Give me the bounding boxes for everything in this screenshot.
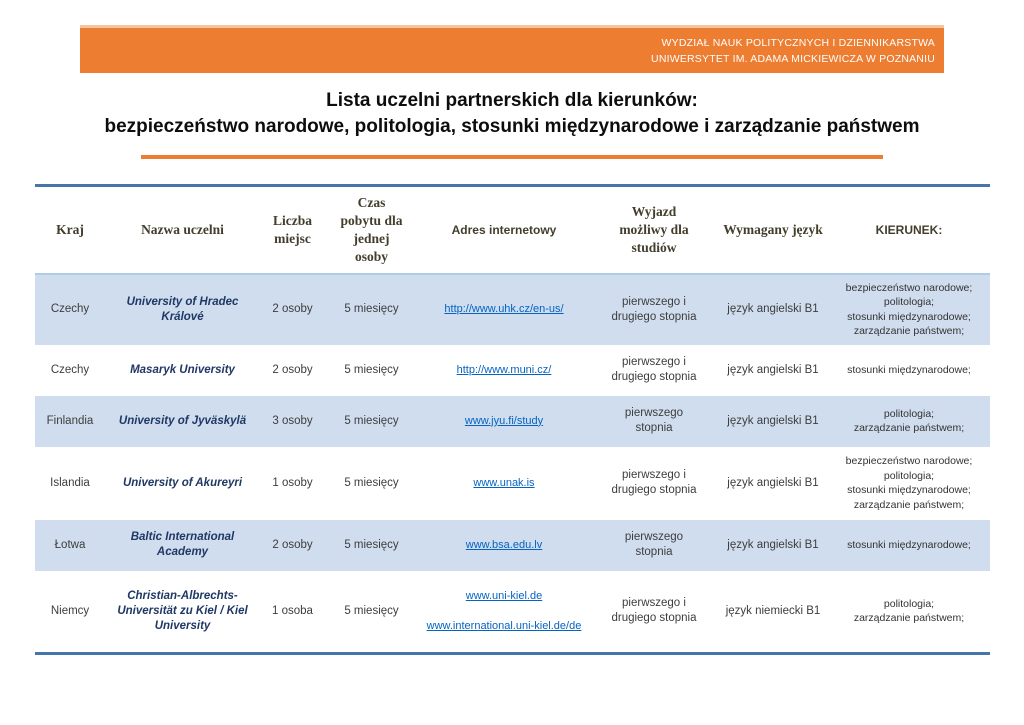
- cell-czas-pobytu: 5 miesięcy: [344, 363, 399, 376]
- partner-universities-table: Kraj Nazwa uczelni Liczba miejsc Czas po…: [35, 184, 990, 655]
- cell-jezyk: język angielski B1: [727, 476, 819, 489]
- cell-jezyk: język niemiecki B1: [725, 604, 821, 617]
- cell-wyjazd: pierwszego i drugiego stopnia: [611, 469, 697, 496]
- col-header-wymagany-jezyk: Wymagany język: [718, 185, 828, 275]
- col-header-kraj: Kraj: [35, 185, 105, 275]
- cell-jezyk: język angielski B1: [727, 414, 819, 427]
- table-row: Czechy Masaryk University 2 osoby 5 mies…: [35, 345, 990, 396]
- table-row: Finlandia University of Jyväskylä 3 osob…: [35, 395, 990, 447]
- cell-kraj: Islandia: [50, 476, 90, 489]
- cell-jezyk: język angielski B1: [727, 363, 819, 376]
- cell-liczba-miejsc: 3 osoby: [272, 414, 313, 427]
- cell-wyjazd: pierwszego i drugiego stopnia: [611, 295, 697, 323]
- university-link[interactable]: www.uni-kiel.de: [465, 589, 543, 602]
- cell-adres: www.jyu.fi/study: [418, 396, 590, 447]
- page-title: Lista uczelni partnerskich dla kierunków…: [0, 88, 1024, 140]
- cell-liczba-miejsc: 1 osoba: [272, 604, 313, 617]
- page-title-line1: Lista uczelni partnerskich dla kierunków…: [326, 90, 698, 111]
- cell-liczba-miejsc: 2 osoby: [272, 303, 313, 315]
- banner-line-university: UNIWERSYTET IM. ADAMA MICKIEWICZA W POZN…: [651, 53, 935, 65]
- university-link[interactable]: www.bsa.edu.lv: [465, 538, 543, 551]
- university-link[interactable]: www.unak.is: [473, 476, 535, 489]
- university-link[interactable]: http://www.muni.cz/: [456, 363, 552, 376]
- table-row: Czechy University of Hradec Králové 2 os…: [35, 273, 990, 345]
- col-header-czas-pobytu: Czas pobytu dla jednej osoby: [325, 185, 418, 275]
- cell-kierunek: politologia; zarządzanie państwem;: [853, 597, 965, 625]
- faculty-banner: WYDZIAŁ NAUK POLITYCZNYCH I DZIENNIKARST…: [80, 25, 944, 73]
- cell-kraj: Finlandia: [46, 414, 94, 427]
- cell-adres: www.uni-kiel.de www.international.uni-ki…: [418, 571, 590, 654]
- table-row: Islandia University of Akureyri 1 osoby …: [35, 447, 990, 520]
- cell-wyjazd: pierwszego stopnia: [624, 531, 684, 558]
- cell-uczelnia: University of Akureyri: [122, 476, 243, 489]
- cell-adres: www.bsa.edu.lv: [418, 520, 590, 571]
- col-header-adres-internetowy: Adres internetowy: [418, 185, 590, 275]
- cell-czas-pobytu: 5 miesięcy: [344, 538, 399, 551]
- cell-kraj: Czechy: [50, 363, 90, 376]
- cell-adres: http://www.muni.cz/: [418, 345, 590, 396]
- cell-kierunek: bezpieczeństwo narodowe; politologia; st…: [845, 281, 973, 338]
- col-header-liczba-miejsc: Liczba miejsc: [260, 185, 325, 275]
- cell-uczelnia: Baltic International Academy: [130, 531, 235, 558]
- cell-uczelnia: University of Jyväskylä: [118, 414, 247, 427]
- cell-wyjazd: pierwszego i drugiego stopnia: [611, 597, 697, 624]
- cell-kierunek: stosunki międzynarodowe;: [847, 363, 971, 376]
- table-row: Niemcy Christian-Albrechts-Universität z…: [35, 571, 990, 654]
- cell-czas-pobytu: 5 miesięcy: [344, 604, 399, 617]
- cell-czas-pobytu: 5 miesięcy: [344, 476, 399, 489]
- university-link[interactable]: www.jyu.fi/study: [464, 414, 544, 427]
- cell-uczelnia: University of Hradec Králové: [126, 295, 239, 323]
- cell-kierunek: stosunki międzynarodowe;: [847, 538, 971, 551]
- cell-wyjazd: pierwszego stopnia: [624, 407, 684, 434]
- cell-adres: http://www.uhk.cz/en-us/: [418, 274, 590, 345]
- cell-czas-pobytu: 5 miesięcy: [344, 414, 399, 427]
- cell-czas-pobytu: 5 miesięcy: [344, 303, 399, 315]
- cell-uczelnia: Christian-Albrechts-Universität zu Kiel …: [117, 589, 248, 632]
- cell-wyjazd: pierwszego i drugiego stopnia: [611, 356, 697, 383]
- col-header-kierunek: KIERUNEK:: [828, 185, 990, 275]
- cell-kraj: Łotwa: [54, 538, 86, 551]
- cell-liczba-miejsc: 1 osoby: [272, 476, 313, 489]
- title-divider: [141, 155, 883, 159]
- cell-kraj: Czechy: [50, 303, 90, 315]
- cell-kierunek: bezpieczeństwo narodowe; politologia; st…: [845, 455, 973, 511]
- table-row: Łotwa Baltic International Academy 2 oso…: [35, 519, 990, 571]
- page-title-line2: bezpieczeństwo narodowe, politologia, st…: [104, 116, 920, 137]
- cell-kraj: Niemcy: [50, 604, 90, 617]
- university-link[interactable]: http://www.uhk.cz/en-us/: [444, 303, 564, 315]
- cell-jezyk: język angielski B1: [727, 303, 819, 315]
- cell-adres: www.unak.is: [418, 447, 590, 520]
- banner-line-faculty: WYDZIAŁ NAUK POLITYCZNYCH I DZIENNIKARST…: [661, 37, 935, 49]
- col-header-nazwa-uczelni: Nazwa uczelni: [105, 185, 260, 275]
- cell-jezyk: język angielski B1: [727, 538, 819, 551]
- university-link-secondary[interactable]: www.international.uni-kiel.de/de: [426, 619, 582, 632]
- table-header-row: Kraj Nazwa uczelni Liczba miejsc Czas po…: [35, 185, 990, 275]
- cell-liczba-miejsc: 2 osoby: [272, 363, 313, 376]
- cell-uczelnia: Masaryk University: [130, 363, 235, 376]
- col-header-wyjazd: Wyjazd możliwy dla studiów: [590, 185, 718, 275]
- cell-kierunek: politologia; zarządzanie państwem;: [853, 407, 965, 435]
- cell-liczba-miejsc: 2 osoby: [272, 538, 313, 551]
